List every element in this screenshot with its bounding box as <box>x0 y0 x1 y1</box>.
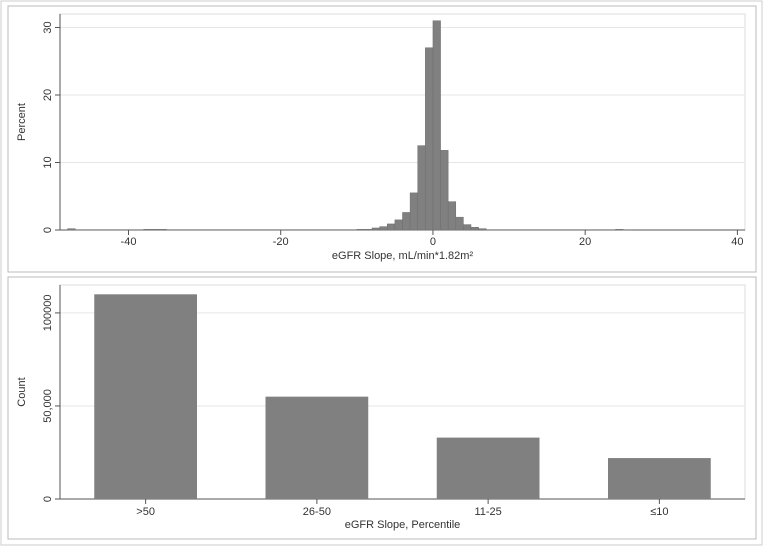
x-tick-label: ≤10 <box>650 506 668 518</box>
x-tick-label: -20 <box>273 236 289 248</box>
histogram-bar <box>463 224 472 231</box>
histogram-bar <box>470 227 479 231</box>
histogram-bar <box>394 219 403 231</box>
y-tick-label: 0 <box>42 496 54 502</box>
y-tick-label: 100000 <box>42 295 54 332</box>
histogram-bar <box>409 192 418 231</box>
plot-area <box>59 13 746 231</box>
histogram-bar <box>417 145 426 231</box>
histogram-bar <box>455 216 464 231</box>
bar <box>436 437 540 499</box>
y-tick-label: 10 <box>42 156 54 168</box>
x-tick-label: >50 <box>136 506 155 518</box>
histogram-bar <box>151 229 160 231</box>
x-tick-label: -40 <box>121 236 137 248</box>
histogram-bar <box>379 226 388 231</box>
y-axis-label: Percent <box>16 103 28 141</box>
y-tick-label: 0 <box>42 227 54 233</box>
x-tick-label: 20 <box>579 236 591 248</box>
histogram-bar <box>356 229 365 231</box>
x-tick-label: 26-50 <box>303 506 331 518</box>
x-axis-label: eGFR Slope, Percentile <box>345 519 461 531</box>
histogram-bar <box>615 229 624 231</box>
histogram-bar <box>143 229 152 231</box>
histogram-bar <box>67 228 76 231</box>
x-axis-label: eGFR Slope, mL/min*1.82m² <box>332 250 474 262</box>
y-axis-label: Count <box>16 377 28 406</box>
histogram-bar <box>371 227 380 231</box>
histogram-bar <box>402 212 411 231</box>
bar <box>265 396 369 499</box>
y-tick-label: 30 <box>42 21 54 33</box>
histogram-bar <box>432 20 441 231</box>
bar <box>94 294 197 499</box>
histogram-bar <box>440 150 449 231</box>
histogram-bar <box>425 47 434 231</box>
histogram-bar <box>387 223 396 231</box>
y-tick-label: 20 <box>42 89 54 101</box>
histogram-bar <box>158 229 167 231</box>
histogram-bar <box>478 228 487 231</box>
x-tick-label: 40 <box>731 236 743 248</box>
histogram-bar <box>447 201 457 231</box>
y-tick-label: 50,000 <box>42 389 54 423</box>
x-tick-label: 11-25 <box>474 506 501 518</box>
x-tick-label: 0 <box>430 236 436 248</box>
histogram-bar <box>364 229 373 231</box>
bar <box>608 458 711 499</box>
